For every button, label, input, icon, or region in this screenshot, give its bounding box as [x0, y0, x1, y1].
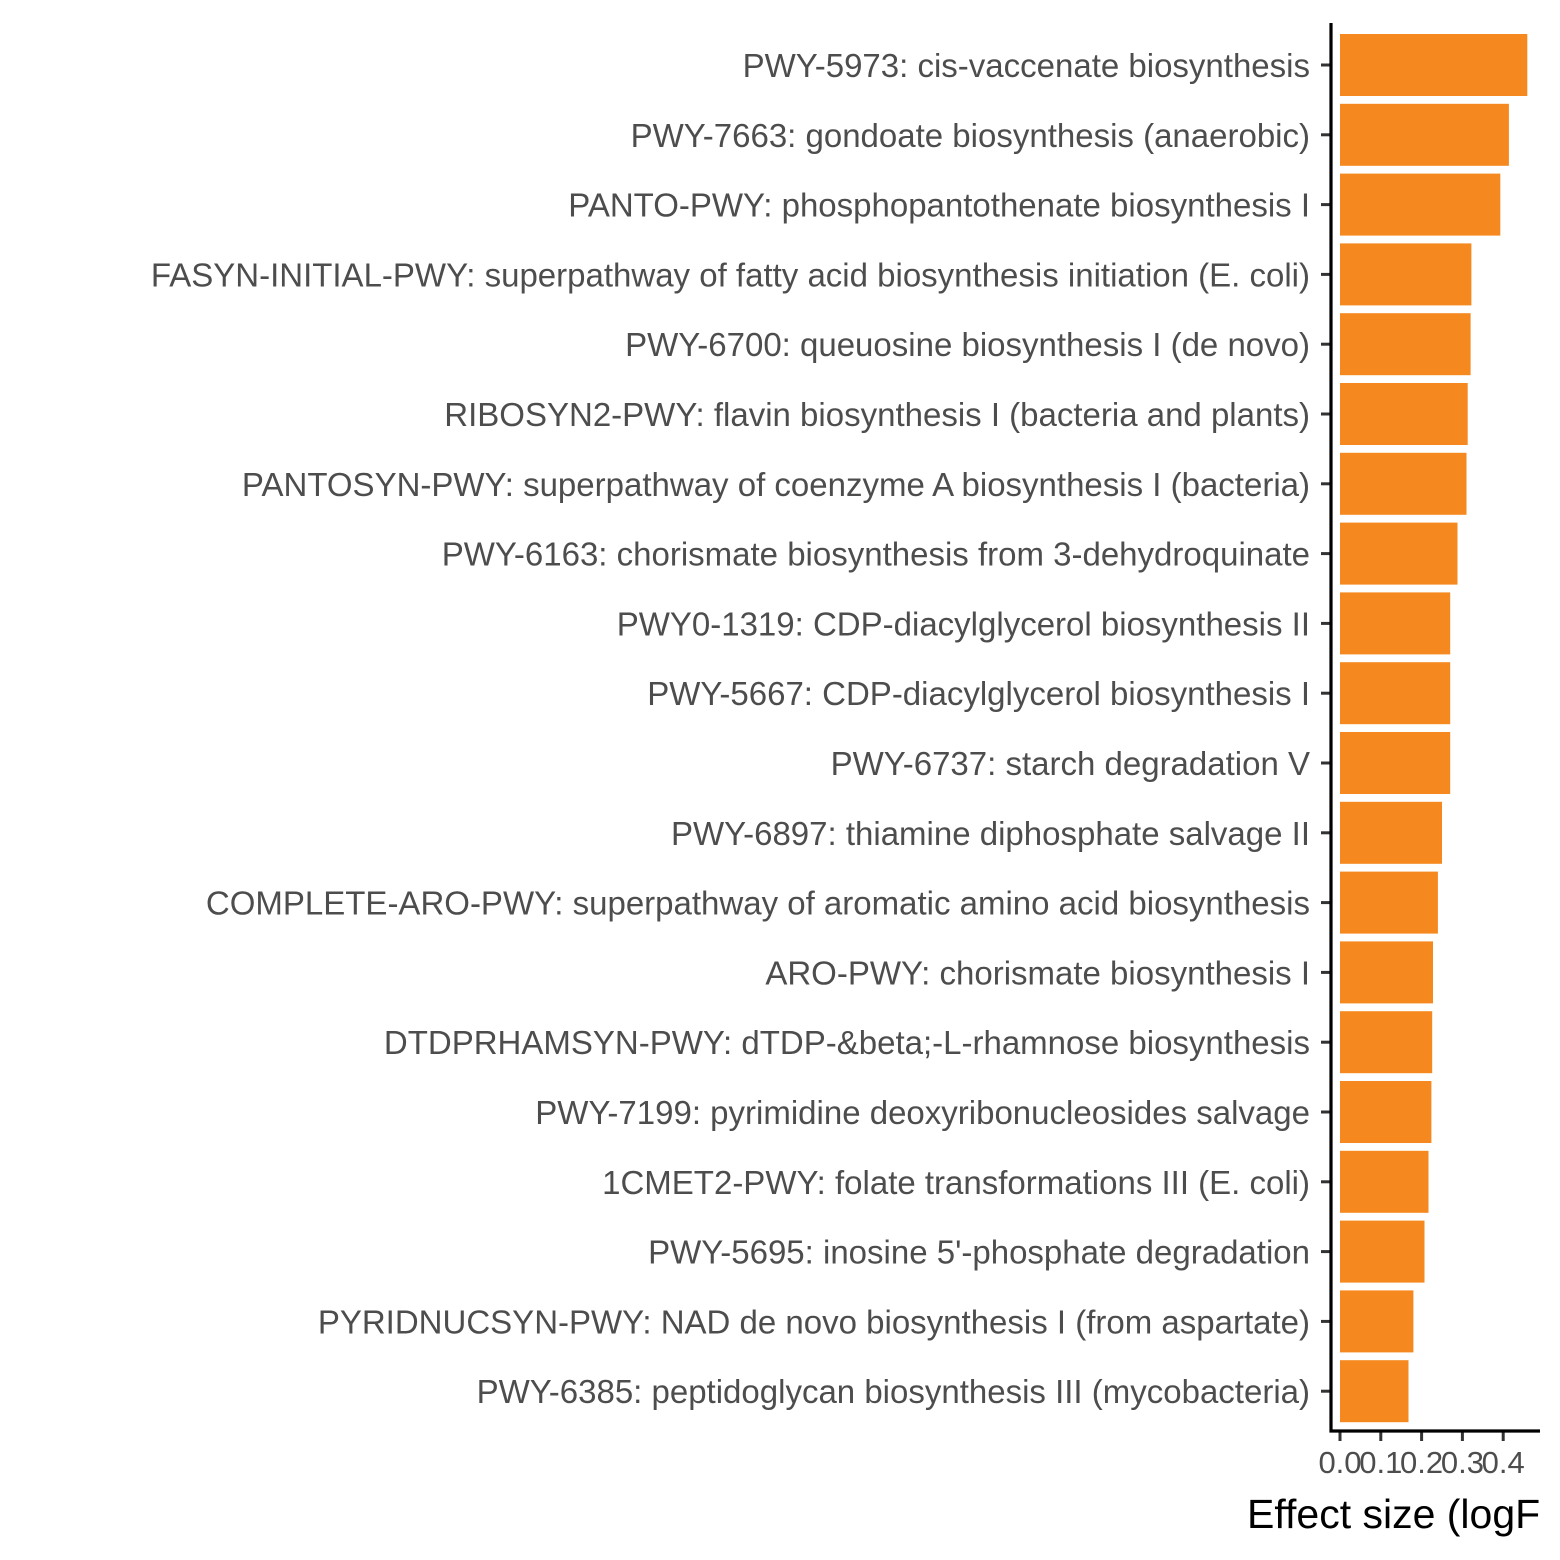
y-tick-label: FASYN-INITIAL-PWY: superpathway of fatty…	[151, 256, 1310, 293]
bar	[1340, 1150, 1429, 1213]
y-tick-label: PWY-6385: peptidoglycan biosynthesis III…	[477, 1373, 1310, 1410]
bar	[1340, 801, 1442, 864]
x-tick-label: 0.2	[1400, 1445, 1443, 1480]
bar	[1340, 383, 1468, 445]
bar	[1340, 313, 1471, 376]
bar	[1340, 1011, 1433, 1074]
y-axis-category-labels: PWY-5973: cis-vaccenate biosynthesis PWY-…	[151, 47, 1310, 1410]
bars-group	[1340, 34, 1528, 1423]
bar	[1340, 103, 1509, 166]
y-tick-label: PANTOSYN-PWY: superpathway of coenzyme A…	[242, 466, 1310, 503]
y-tick-label: PYRIDNUCSYN-PWY: NAD de novo biosynthesi…	[318, 1303, 1310, 1340]
bar	[1340, 592, 1451, 655]
bar	[1340, 662, 1451, 725]
y-tick-label: PWY-6897: thiamine diphosphate salvage I…	[671, 815, 1310, 852]
y-tick-label: PWY-6163: chorismate biosynthesis from 3…	[442, 536, 1310, 573]
y-axis-ticks	[1321, 63, 1331, 1393]
y-tick-label: PANTO-PWY: phosphopantothenate biosynthe…	[568, 187, 1310, 224]
x-axis-ticks	[1338, 1431, 1505, 1441]
y-tick-label: PWY-6700: queuosine biosynthesis I (de n…	[625, 326, 1310, 363]
y-tick-label: PWY-6737: starch degradation V	[831, 745, 1310, 782]
bar	[1340, 732, 1451, 794]
x-tick-label: 0.0	[1318, 1445, 1361, 1480]
y-tick-label: ARO-PWY: chorismate biosynthesis I	[765, 954, 1310, 991]
y-tick-label: PWY-7199: pyrimidine deoxyribonucleoside…	[535, 1094, 1310, 1131]
bar	[1340, 34, 1528, 96]
y-tick-label: DTDPRHAMSYN-PWY: dTDP-&beta;-L-rhamnose …	[384, 1024, 1310, 1061]
bar	[1340, 1081, 1432, 1143]
x-axis-tick-labels: 0.00.10.20.30.4	[1318, 1445, 1524, 1480]
y-tick-label: PWY-5973: cis-vaccenate biosynthesis	[743, 47, 1310, 84]
x-tick-label: 0.3	[1441, 1445, 1484, 1480]
x-axis-title: Effect size (logF	[1247, 1491, 1540, 1537]
x-tick-label: 0.4	[1482, 1445, 1525, 1480]
y-tick-label: RIBOSYN2-PWY: flavin biosynthesis I (bac…	[444, 396, 1310, 433]
y-tick-label: PWY0-1319: CDP-diacylglycerol biosynthes…	[617, 605, 1310, 642]
y-tick-label: PWY-5667: CDP-diacylglycerol biosynthesi…	[647, 675, 1310, 712]
bar	[1340, 452, 1467, 515]
y-tick-label: PWY-5695: inosine 5'-phosphate degradati…	[648, 1234, 1310, 1271]
bar	[1340, 173, 1501, 236]
x-tick-label: 0.1	[1359, 1445, 1402, 1480]
bar	[1340, 522, 1458, 585]
y-tick-label: 1CMET2-PWY: folate transformations III (…	[602, 1164, 1310, 1201]
bar	[1340, 1360, 1409, 1423]
bar	[1340, 1290, 1414, 1353]
bar	[1340, 941, 1433, 1004]
y-tick-label: PWY-7663: gondoate biosynthesis (anaerob…	[631, 117, 1310, 154]
bar	[1340, 871, 1438, 934]
bar	[1340, 1220, 1425, 1283]
y-tick-label: COMPLETE-ARO-PWY: superpathway of aromat…	[206, 885, 1310, 922]
bar	[1340, 243, 1472, 306]
